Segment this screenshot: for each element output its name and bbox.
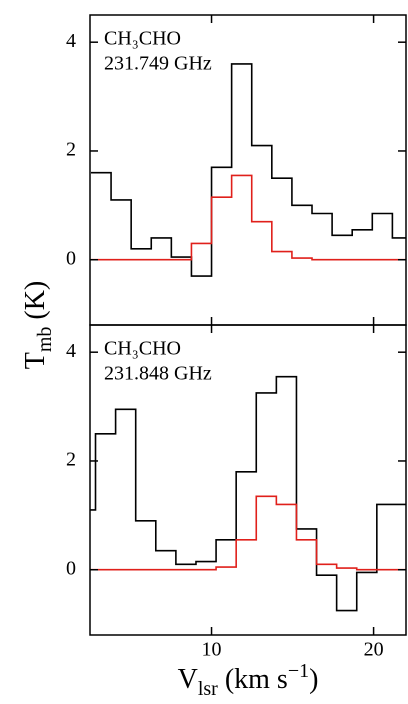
y-axis-label: Tmb (K) — [20, 281, 55, 370]
step-bin — [256, 495, 276, 497]
y-tick-label: 2 — [66, 139, 76, 161]
step-bin — [296, 528, 316, 530]
annotation: 231.848 GHz — [104, 363, 212, 385]
step-bin — [156, 569, 176, 571]
step-bin — [317, 563, 337, 565]
step-bin — [357, 569, 377, 571]
plot-area — [90, 63, 406, 277]
step-bin — [252, 221, 272, 223]
step-bin — [276, 376, 296, 378]
step-bin — [151, 259, 171, 261]
step-bin — [212, 196, 232, 198]
step-bin — [131, 248, 151, 250]
step-bin — [116, 408, 136, 410]
step-line — [90, 495, 406, 571]
step-bin — [232, 63, 252, 65]
y-tick-label: 4 — [66, 340, 76, 362]
step-bin — [236, 471, 256, 473]
step-bin — [352, 259, 372, 261]
step-bin — [272, 177, 292, 179]
step-bin — [332, 259, 352, 261]
x-tick-label: 20 — [364, 639, 384, 661]
step-bin — [372, 213, 392, 215]
step-bin — [212, 166, 232, 168]
step-bin — [337, 567, 357, 569]
step-bin — [377, 569, 397, 571]
step-bin — [171, 259, 191, 261]
step-bin — [377, 503, 397, 505]
step-bin — [372, 259, 392, 261]
y-tick-label: 0 — [66, 247, 76, 269]
step-bin — [292, 257, 312, 259]
step-bin — [176, 569, 196, 571]
step-bin — [91, 172, 111, 174]
x-axis-label: Vlsr (km s−1) — [178, 660, 319, 700]
annotation: CH₃CHO — [104, 28, 181, 50]
step-bin — [111, 259, 131, 261]
step-bin — [216, 566, 236, 568]
step-line — [90, 375, 406, 612]
step-bin — [236, 539, 256, 541]
y-tick-label: 0 — [66, 557, 76, 579]
step-bin — [196, 569, 216, 571]
step-bin — [196, 561, 216, 563]
step-bin — [176, 563, 196, 565]
y-tick-label: 2 — [66, 449, 76, 471]
annotation: 231.749 GHz — [104, 53, 212, 75]
step-bin — [96, 569, 116, 571]
step-bin — [111, 199, 131, 201]
step-bin — [216, 539, 236, 541]
step-bin — [136, 520, 156, 522]
frame — [89, 324, 407, 636]
step-bin — [116, 569, 136, 571]
step-bin — [75, 509, 95, 511]
step-bin — [272, 251, 292, 253]
step-bin — [276, 503, 296, 505]
step-bin — [332, 234, 352, 236]
step-bin — [317, 574, 337, 576]
step-line — [90, 174, 406, 261]
step-bin — [171, 256, 191, 258]
step-bin — [151, 237, 171, 239]
step-bin — [292, 204, 312, 206]
step-bin — [232, 174, 252, 176]
step-bin — [337, 610, 357, 612]
step-bin — [131, 259, 151, 261]
step-bin — [191, 242, 211, 244]
step-bin — [312, 213, 332, 215]
step-bin — [191, 275, 211, 277]
step-bin — [252, 145, 272, 147]
step-bin — [256, 392, 276, 394]
step-bin — [136, 569, 156, 571]
step-bin — [96, 433, 116, 435]
step-bin — [296, 539, 316, 541]
y-tick-label: 4 — [66, 30, 76, 52]
x-tick-label: 10 — [202, 639, 222, 661]
step-line — [90, 63, 406, 277]
step-bin — [352, 229, 372, 231]
plot-area — [75, 375, 406, 612]
step-bin — [312, 259, 332, 261]
step-bin — [357, 571, 377, 573]
annotation: CH₃CHO — [104, 338, 181, 360]
step-bin — [156, 550, 176, 552]
